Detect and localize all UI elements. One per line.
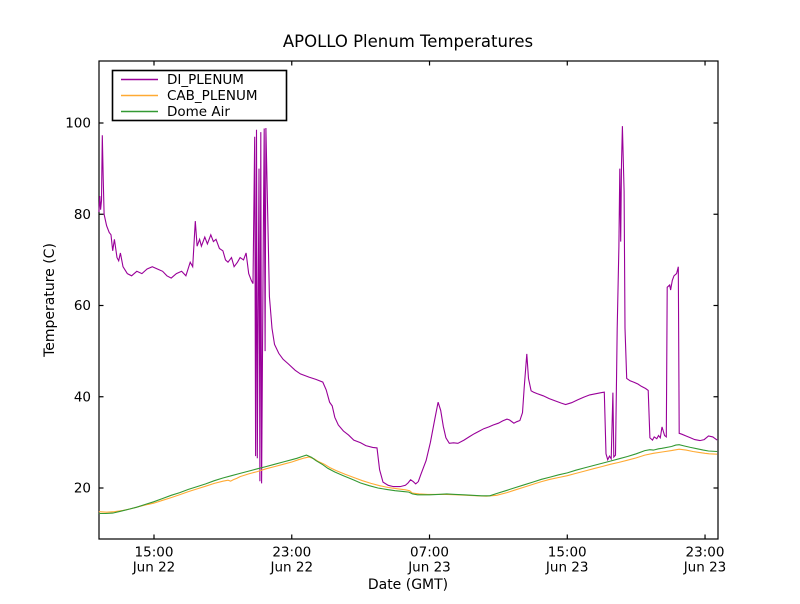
chart-title: APOLLO Plenum Temperatures — [283, 32, 533, 51]
x-tick-label-0: 15:00 Jun 22 — [132, 545, 176, 576]
x-tick-label-4: 23:00 Jun 23 — [683, 545, 727, 576]
plot-frame — [98, 60, 719, 540]
legend-label-cab-plenum: CAB_PLENUM — [167, 88, 258, 104]
y-axis-label: Temperature (C) — [42, 243, 58, 358]
legend-label-dome-air: Dome Air — [167, 104, 230, 120]
y-tick-label-100: 100 — [65, 116, 91, 132]
x-tick-label-3: 15:00 Jun 23 — [545, 545, 589, 576]
x-tick-label-2: 07:00 Jun 23 — [407, 545, 451, 576]
x-tick-label-1: 23:00 Jun 22 — [270, 545, 314, 576]
x-tick-time-0: 15:00 — [135, 545, 174, 561]
y-tick-label-40: 40 — [74, 389, 91, 405]
x-axis-label: Date (GMT) — [368, 577, 448, 593]
legend-label-di-plenum: DI_PLENUM — [167, 72, 244, 88]
x-tick-time-4: 23:00 — [686, 545, 725, 561]
x-tick-time-2: 07:00 — [410, 545, 449, 561]
series-layer — [98, 126, 718, 515]
x-tick-date-3: Jun 23 — [545, 560, 589, 576]
legend: DI_PLENUM CAB_PLENUM Dome Air — [111, 69, 288, 122]
x-tick-date-0: Jun 22 — [132, 560, 176, 576]
x-tick-date-1: Jun 22 — [270, 560, 314, 576]
series-line-dome-air — [98, 444, 718, 515]
series-line-cab-plenum — [98, 448, 718, 513]
x-tick-time-1: 23:00 — [272, 545, 311, 561]
tick-marks — [99, 61, 718, 539]
y-tick-label-20: 20 — [74, 481, 91, 497]
y-tick-label-60: 60 — [74, 298, 91, 314]
x-tick-date-4: Jun 23 — [683, 560, 727, 576]
x-tick-date-2: Jun 23 — [407, 560, 451, 576]
y-tick-label-80: 80 — [74, 207, 91, 223]
x-tick-time-3: 15:00 — [548, 545, 587, 561]
series-line-di-plenum — [98, 126, 718, 488]
